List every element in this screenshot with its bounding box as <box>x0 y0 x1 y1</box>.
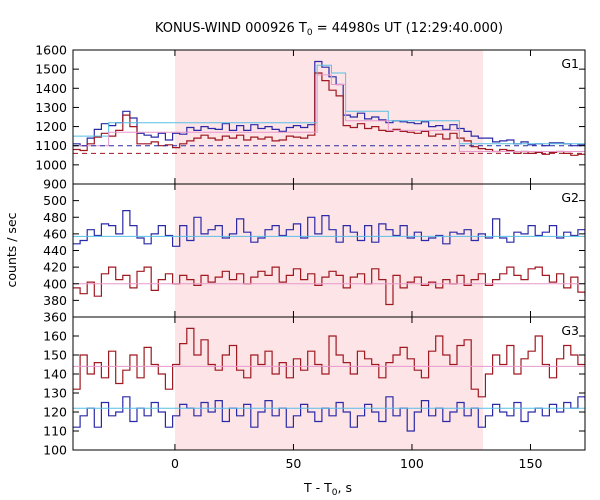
x-axis-label-subscript: 0 <box>332 488 338 498</box>
x-axis-label-main: T - T <box>303 480 332 495</box>
x-tick-label: 150 <box>519 456 543 471</box>
y-tick-label: 1600 <box>35 43 67 58</box>
x-tick-label: 0 <box>171 456 179 471</box>
y-tick-label: 1200 <box>35 119 67 134</box>
x-axis-label-rest: , s <box>338 480 352 495</box>
y-tick-label: 460 <box>43 226 67 241</box>
series-red_series-step <box>73 266 585 306</box>
y-tick-label: 900 <box>43 177 67 192</box>
panels-layer: 9001000110012001300140015001600G13603804… <box>35 43 586 471</box>
y-tick-label: 140 <box>43 367 67 382</box>
y-tick-label: 500 <box>43 193 67 208</box>
y-tick-label: 480 <box>43 210 67 225</box>
y-tick-label: 1400 <box>35 81 67 96</box>
y-tick-label: 130 <box>43 386 67 401</box>
y-tick-label: 1500 <box>35 62 67 77</box>
panel-g3: 100 110 120 130 140 150 160 G3 <box>43 316 586 458</box>
y-axis-label: counts / sec <box>4 212 19 287</box>
series-group <box>73 60 585 156</box>
series-blue_series-step <box>73 60 585 147</box>
panel-label-g3: G3 <box>561 323 579 338</box>
x-tick-label: 50 <box>285 456 301 471</box>
highlight-interval <box>174 50 484 450</box>
x-axis-label: T - T0, s <box>303 480 352 498</box>
chart-title-main: KONUS-WIND 000926 T <box>155 21 307 36</box>
chart-title: KONUS-WIND 000926 T0 = 44980s UT (12:29:… <box>155 21 503 38</box>
series-blue_series-step <box>73 210 585 247</box>
series-group <box>73 327 585 432</box>
y-tick-label: 160 <box>43 329 67 344</box>
y-tick-label: 1000 <box>35 157 67 172</box>
chart-title-subscript: 0 <box>307 28 313 38</box>
y-tick-label: 400 <box>43 276 67 291</box>
y-tick-label: 380 <box>43 293 67 308</box>
y-tick-label: 1100 <box>35 138 67 153</box>
y-tick-label: 150 <box>43 348 67 363</box>
series-pink_fit-poly <box>73 74 585 152</box>
panel-label-g2: G2 <box>561 190 579 205</box>
y-tick-label: 420 <box>43 260 67 275</box>
y-tick-label: 100 <box>43 443 67 458</box>
panel-g1: 900 1000 1100 1200 1300 1400 1500 1600 G1 <box>35 43 586 192</box>
panel-frame <box>72 316 586 451</box>
series-red_series-step <box>73 327 585 398</box>
x-tick-label: 100 <box>400 456 424 471</box>
series-cyan_fit-poly <box>73 64 585 145</box>
panel-label-g1: G1 <box>561 56 579 71</box>
y-tick-label: 120 <box>43 405 67 420</box>
y-tick-label: 360 <box>43 310 67 325</box>
y-tick-label: 440 <box>43 243 67 258</box>
y-tick-label: 110 <box>43 424 67 439</box>
chart-title-rest: = 44980s UT (12:29:40.000) <box>313 21 503 36</box>
series-blue_series-step <box>73 396 585 432</box>
y-tick-label: 1300 <box>35 100 67 115</box>
series-group <box>73 210 585 306</box>
